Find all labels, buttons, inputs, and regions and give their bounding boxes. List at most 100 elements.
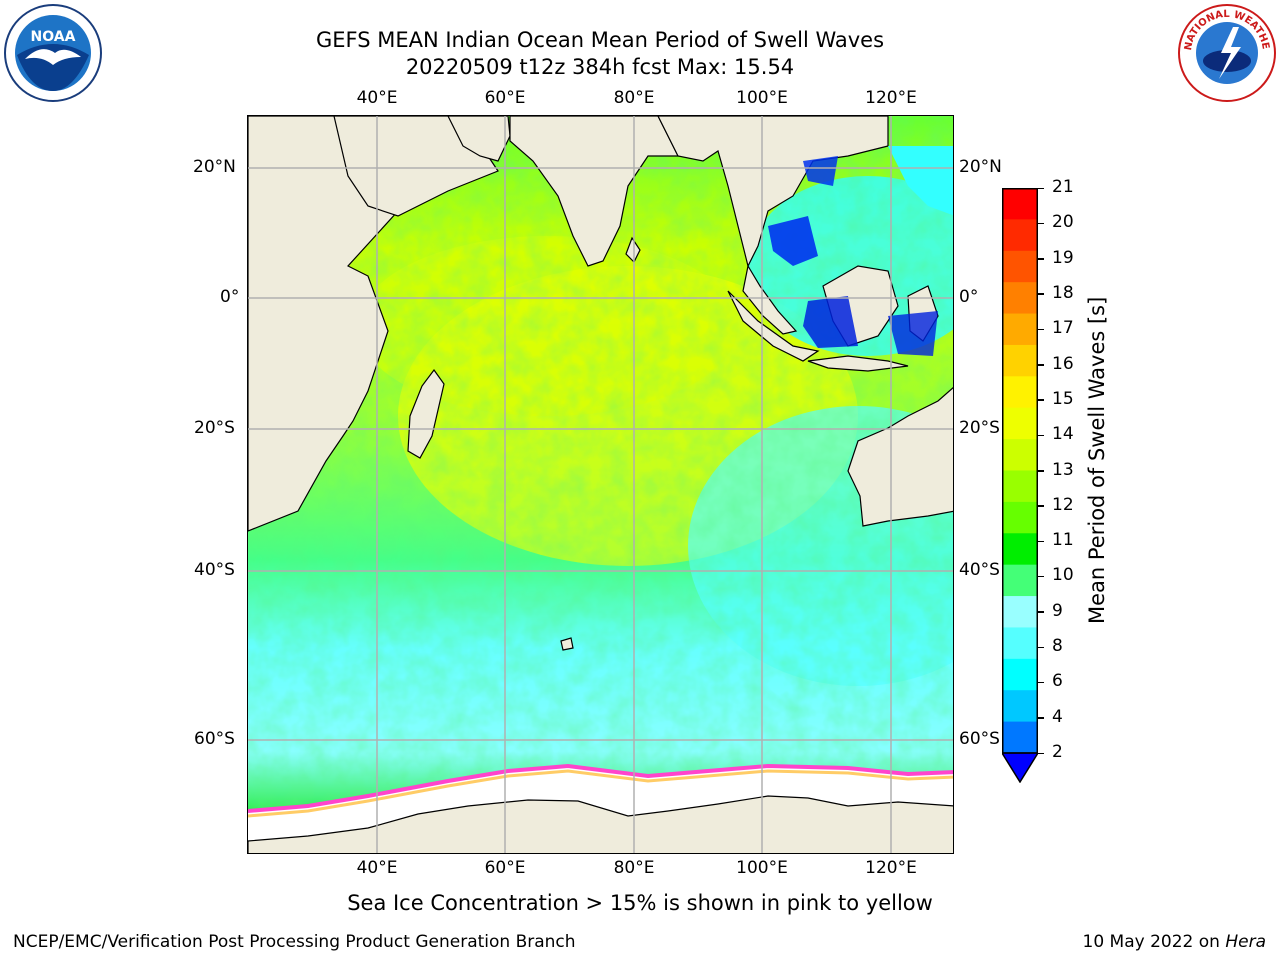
- footer-left: NCEP/EMC/Verification Post Processing Pr…: [13, 932, 576, 952]
- colorbar-label-wrap: Mean Period of Swell Waves [s]: [1085, 297, 1109, 624]
- colorbar-tick-mark: [1038, 222, 1044, 225]
- right-lat-label: 40°S: [959, 560, 1000, 580]
- colorbar-tick-label: 9: [1052, 600, 1063, 621]
- bottom-lon-label: 60°E: [484, 858, 526, 878]
- land-kerguelen: [560, 637, 574, 651]
- colorbar-tick-mark: [1038, 434, 1044, 437]
- colorbar-tick-label: 2: [1052, 742, 1063, 762]
- colorbar-segment: [1002, 596, 1038, 628]
- shallow-sea-gulf-tonkin: [803, 156, 838, 186]
- colorbar-segment: [1002, 533, 1038, 566]
- colorbar-segment: [1002, 376, 1038, 409]
- footer-date: 10 May 2022 on: [1082, 932, 1226, 952]
- land-antarctica: [248, 795, 953, 853]
- bottom-lon-label: 80°E: [613, 858, 655, 878]
- colorbar: [1000, 188, 1040, 784]
- colorbar-segment: [1002, 439, 1038, 471]
- colorbar-segment: [1002, 188, 1038, 220]
- colorbar-segment: [1002, 501, 1038, 534]
- colorbar-tick-mark: [1038, 293, 1044, 295]
- land-southeast-asia: [657, 116, 889, 268]
- shallow-sea-banda: [888, 311, 938, 356]
- top-lon-label: 40°E: [356, 88, 398, 108]
- sea-ice-edge: [248, 763, 953, 813]
- colorbar-tick-label: 20: [1052, 212, 1074, 233]
- colorbar-tick-label: 8: [1052, 636, 1063, 657]
- colorbar-segment: [1002, 344, 1038, 377]
- top-lon-label: 80°E: [613, 88, 655, 108]
- land-australia: [847, 386, 953, 527]
- colorbar-tick-label: 21: [1052, 177, 1074, 197]
- colorbar-segment: [1002, 627, 1038, 660]
- land-java: [807, 355, 909, 372]
- colorbar-tick-mark: [1038, 470, 1044, 472]
- land-iran: [447, 116, 511, 162]
- left-lat-label: 60°S: [194, 729, 235, 749]
- colorbar-segment: [1002, 407, 1038, 440]
- map-svg: [248, 116, 953, 853]
- footer-host: Hera: [1225, 932, 1266, 952]
- colorbar-tick-label: 15: [1052, 388, 1074, 409]
- bottom-lon-label: 120°E: [865, 858, 917, 878]
- top-lon-label: 100°E: [736, 88, 788, 108]
- title-line-2: 20220509 t12z 384h fcst Max: 15.54: [405, 55, 795, 79]
- colorbar-tick-label: 11: [1052, 530, 1074, 551]
- title-line-1: GEFS MEAN Indian Ocean Mean Period of Sw…: [315, 28, 885, 52]
- colorbar-label: Mean Period of Swell Waves [s]: [1085, 296, 1109, 624]
- colorbar-tick-label: 18: [1052, 282, 1074, 303]
- left-lat-label: 40°S: [194, 560, 235, 580]
- colorbar-tick-mark: [1038, 540, 1044, 543]
- colorbar-tick-mark: [1038, 752, 1044, 754]
- colorbar-tick-mark: [1038, 187, 1044, 189]
- footer-right: 10 May 2022 on Hera: [1083, 932, 1267, 952]
- colorbar-tick-mark: [1038, 575, 1044, 578]
- shallow-sea-java: [803, 296, 858, 348]
- colorbar-tick-label: 13: [1052, 459, 1074, 480]
- colorbar-tick-mark: [1038, 681, 1044, 684]
- right-lat-label: 20°N: [959, 157, 1002, 177]
- colorbar-tick-mark: [1038, 364, 1044, 366]
- colorbar-segment: [1002, 470, 1038, 503]
- colorbar-tick-mark: [1038, 611, 1044, 613]
- colorbar-segment: [1002, 313, 1038, 346]
- sea-ice-note: Sea Ice Concentration > 15% is shown in …: [347, 891, 933, 915]
- colorbar-tick-label: 10: [1052, 565, 1074, 586]
- top-lon-label: 60°E: [484, 88, 526, 108]
- colorbar-segment: [1002, 564, 1038, 597]
- land-madagascar: [407, 368, 445, 459]
- colorbar-tick-label: 17: [1052, 318, 1074, 339]
- graticule: [248, 116, 953, 853]
- top-lon-label: 120°E: [865, 88, 917, 108]
- land-malay-peninsula: [742, 264, 798, 335]
- left-lat-label: 0°: [220, 287, 240, 307]
- nws-logo: NATIONAL WEATHER SERVICE: [1173, 0, 1277, 103]
- colorbar-segment: [1002, 219, 1038, 252]
- colorbar-tick-mark: [1038, 717, 1044, 719]
- colorbar-segment: [1002, 721, 1038, 754]
- left-lat-label: 20°N: [193, 157, 236, 177]
- noaa-logo-text: NOAA: [31, 29, 76, 45]
- colorbar-tick-mark: [1038, 505, 1044, 507]
- colorbar-tick-mark: [1038, 399, 1044, 401]
- land-sumatra: [727, 290, 820, 362]
- colorbar-tick-label: 6: [1052, 671, 1063, 692]
- colorbar-svg: [1000, 188, 1040, 784]
- noaa-logo: NOAA: [3, 3, 103, 103]
- colorbar-segment: [1002, 250, 1038, 283]
- shallow-sea-gulf-thailand: [768, 216, 818, 266]
- colorbar-tick-label: 12: [1052, 494, 1074, 515]
- colorbar-frame: [1002, 188, 1038, 754]
- colorbar-tick-label: 4: [1052, 706, 1063, 727]
- map-panel: [247, 115, 954, 854]
- left-lat-label: 20°S: [194, 418, 235, 438]
- right-lat-label: 20°S: [959, 418, 1000, 438]
- colorbar-tick-label: 16: [1052, 353, 1074, 374]
- colorbar-tick-mark: [1038, 258, 1044, 260]
- colorbar-segment: [1002, 282, 1038, 315]
- colorbar-segment: [1002, 690, 1038, 723]
- colorbar-segment: [1002, 658, 1038, 691]
- sea-ice-edge-inner: [248, 769, 953, 818]
- colorbar-tick-mark: [1038, 328, 1044, 331]
- bottom-lon-label: 40°E: [356, 858, 398, 878]
- colorbar-tick-label: 19: [1052, 247, 1074, 268]
